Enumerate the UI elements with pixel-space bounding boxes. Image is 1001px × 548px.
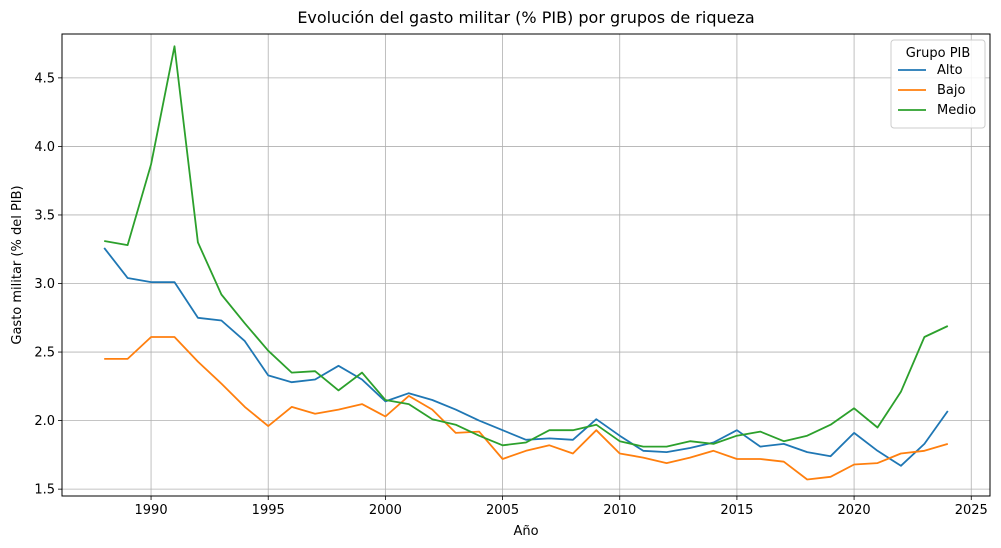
x-tick-label: 2005: [486, 503, 519, 518]
x-tick-label: 1995: [252, 503, 285, 518]
legend-entries: Alto Bajo Medio: [898, 63, 976, 118]
legend-label-alto: Alto: [937, 63, 963, 78]
series-line-bajo: [104, 336, 949, 481]
y-tick-label: 4.5: [34, 71, 55, 86]
series-lines: [103, 45, 949, 481]
y-tick-label: 1.5: [34, 483, 55, 498]
x-axis-title: Año: [513, 524, 538, 539]
y-tick-label: 3.5: [34, 208, 55, 223]
x-tick-label: 2025: [955, 503, 988, 518]
y-tick-label: 3.0: [34, 277, 55, 292]
series-line-alto: [103, 247, 949, 467]
y-axis-title: Gasto militar (% del PIB): [10, 185, 25, 344]
x-tick-label: 2010: [603, 503, 636, 518]
x-tick-label: 2000: [369, 503, 402, 518]
axis-ticks: 1990 1995 2000 2005 2010 2015 2020 2025 1.5 2.0 2.…: [34, 71, 987, 518]
legend-label-bajo: Bajo: [937, 83, 965, 98]
legend-title: Grupo PIB: [906, 46, 971, 61]
x-tick-label: 2020: [838, 503, 871, 518]
y-tick-label: 4.0: [34, 140, 55, 155]
legend-box: [890, 39, 986, 129]
y-tick-label: 2.0: [34, 414, 55, 429]
grid: [62, 34, 990, 496]
legend: Grupo PIB Alto Bajo Medio: [890, 39, 986, 129]
plot-area-frame: [61, 33, 991, 497]
series-line-medio: [104, 45, 949, 448]
y-tick-label: 2.5: [34, 346, 55, 361]
x-tick-label: 2015: [720, 503, 753, 518]
chart-title: Evolución del gasto militar (% PIB) por …: [297, 8, 754, 27]
legend-label-medio: Medio: [937, 103, 976, 118]
x-tick-label: 1990: [135, 503, 168, 518]
